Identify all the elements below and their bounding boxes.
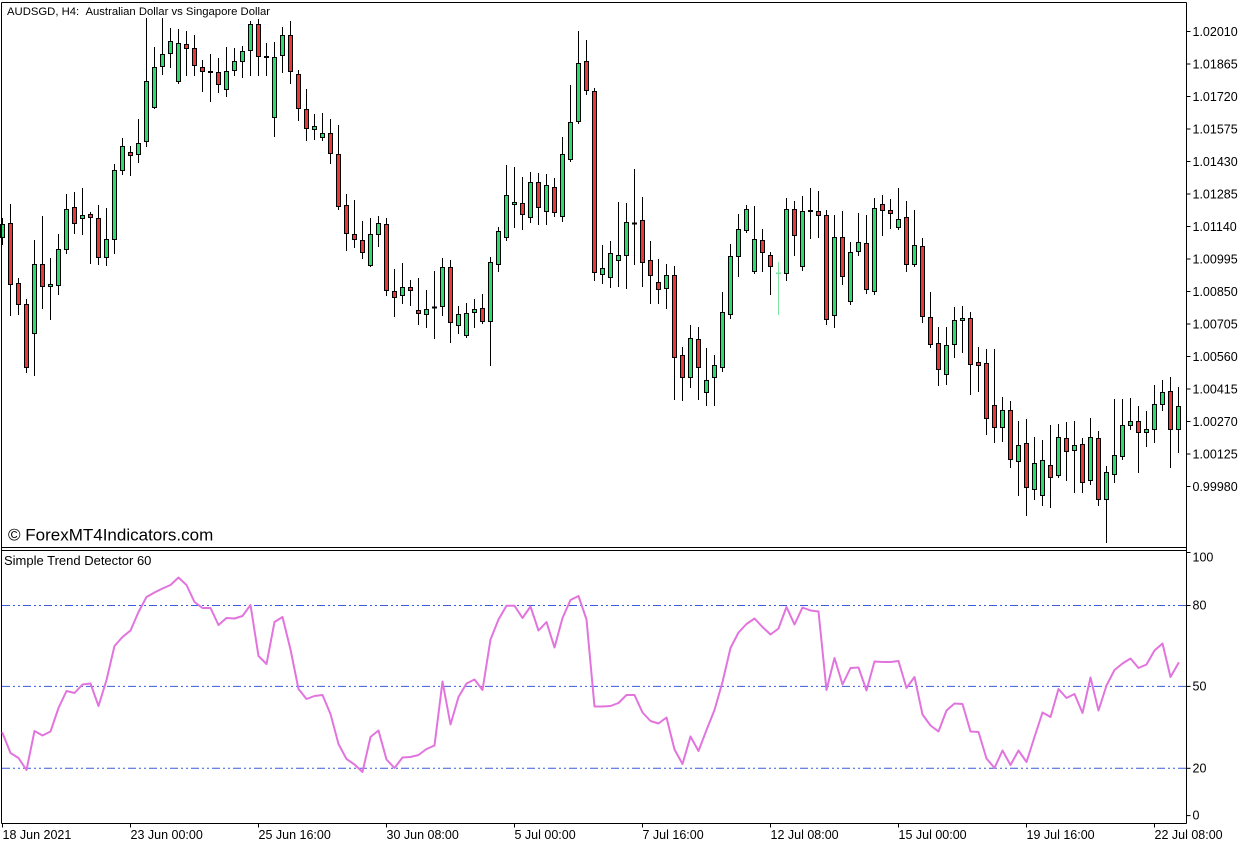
svg-text:22 Jul 08:00: 22 Jul 08:00 [1155, 828, 1223, 842]
svg-text:100: 100 [1193, 551, 1214, 565]
svg-text:20: 20 [1193, 761, 1207, 775]
svg-text:1.02010: 1.02010 [1193, 25, 1238, 39]
svg-text:0: 0 [1193, 809, 1200, 823]
svg-text:0.99980: 0.99980 [1193, 480, 1238, 494]
svg-text:1.00270: 1.00270 [1193, 415, 1238, 429]
svg-text:1.00125: 1.00125 [1193, 448, 1238, 462]
svg-text:1.01575: 1.01575 [1193, 123, 1238, 137]
svg-text:7 Jul 16:00: 7 Jul 16:00 [643, 828, 704, 842]
svg-text:18 Jun 2021: 18 Jun 2021 [3, 828, 72, 842]
svg-text:Simple Trend Detector 60: Simple Trend Detector 60 [4, 553, 151, 568]
svg-text:1.01285: 1.01285 [1193, 188, 1238, 202]
svg-text:30 Jun 08:00: 30 Jun 08:00 [387, 828, 459, 842]
svg-text:1.00415: 1.00415 [1193, 383, 1238, 397]
svg-text:12 Jul 08:00: 12 Jul 08:00 [771, 828, 839, 842]
svg-text:1.01430: 1.01430 [1193, 155, 1238, 169]
svg-text:1.00995: 1.00995 [1193, 253, 1238, 267]
svg-text:1.01140: 1.01140 [1193, 220, 1237, 234]
svg-text:50: 50 [1193, 679, 1207, 693]
svg-text:23 Jun 00:00: 23 Jun 00:00 [131, 828, 203, 842]
svg-text:80: 80 [1193, 599, 1207, 613]
svg-text:AUDSGD, H4: Australian Dollar: AUDSGD, H4: Australian Dollar vs Singapo… [7, 6, 270, 18]
svg-text:1.01720: 1.01720 [1193, 90, 1238, 104]
svg-text:1.00560: 1.00560 [1193, 350, 1238, 364]
svg-text:1.01865: 1.01865 [1193, 58, 1238, 72]
svg-text:25 Jun 16:00: 25 Jun 16:00 [259, 828, 331, 842]
svg-text:5 Jul 00:00: 5 Jul 00:00 [515, 828, 576, 842]
svg-text:1.00705: 1.00705 [1193, 318, 1238, 332]
svg-text:© ForexMT4Indicators.com: © ForexMT4Indicators.com [8, 526, 213, 545]
svg-text:19 Jul 16:00: 19 Jul 16:00 [1027, 828, 1095, 842]
svg-text:1.00850: 1.00850 [1193, 285, 1238, 299]
svg-text:15 Jul 00:00: 15 Jul 00:00 [899, 828, 967, 842]
